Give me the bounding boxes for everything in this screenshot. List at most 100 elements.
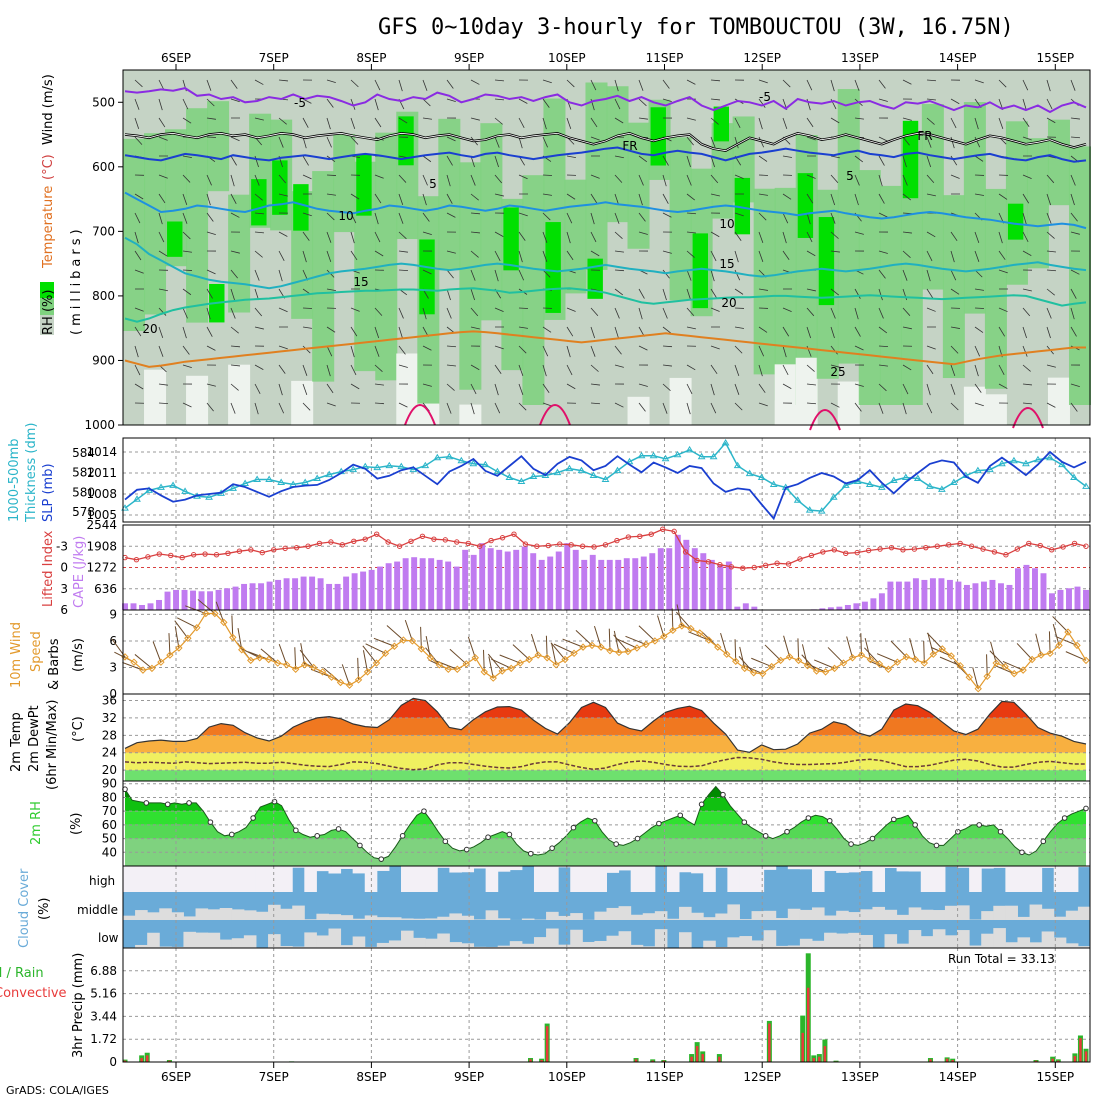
wind-barb	[878, 98, 888, 102]
rh-mid-blob	[921, 104, 944, 290]
cape-bar	[385, 563, 392, 610]
wind-barb	[254, 212, 265, 215]
wind-barb	[446, 269, 454, 279]
lifted-index-point	[637, 533, 643, 540]
cape-bar	[555, 551, 562, 610]
wind-barb	[545, 635, 548, 658]
cloud-cell	[159, 908, 172, 920]
cape-bar	[717, 564, 724, 610]
wind-barb	[470, 174, 476, 186]
wind-barb	[350, 79, 359, 88]
wind-barb	[830, 117, 840, 124]
cloud-cell	[981, 933, 994, 948]
wind-barb	[926, 269, 931, 282]
wind-barb	[350, 212, 357, 224]
cape-bar	[708, 559, 715, 610]
thickness-point	[937, 485, 946, 492]
wind-speed-point	[256, 654, 264, 662]
wind-barb	[638, 402, 646, 412]
wind-barb	[950, 402, 959, 411]
wind-speed-point	[696, 629, 704, 637]
cape-bar	[938, 578, 945, 610]
thickness-point	[481, 460, 490, 468]
wind-barb	[302, 136, 307, 149]
cloud-cell	[207, 866, 221, 892]
cape-bar	[139, 604, 145, 610]
wind-barb	[398, 117, 408, 124]
wind-barb	[974, 402, 984, 407]
wind-barb	[590, 193, 598, 204]
precip-conv-bar	[690, 1056, 693, 1062]
wind-barb	[326, 383, 334, 394]
upper-frame	[122, 69, 1091, 426]
cloud-cell	[425, 938, 438, 948]
wind-barb	[182, 307, 188, 319]
rh-point	[293, 827, 299, 834]
wind-barb	[614, 98, 621, 110]
wind-barb	[206, 269, 216, 275]
precip-conv-bar	[951, 1060, 954, 1062]
slp-ytick-label: 1008	[86, 487, 117, 501]
thickness-point	[169, 481, 177, 488]
cloud-cell	[135, 944, 148, 948]
cloud-cell	[1005, 905, 1018, 920]
wind-barb	[206, 345, 216, 351]
bottom-date-label: 14SEP	[939, 1070, 977, 1084]
cloud-cell	[364, 915, 378, 920]
wind-barb	[470, 212, 481, 215]
lifted-index-point	[900, 547, 906, 553]
wind-barb	[758, 383, 766, 393]
wind-barb	[758, 231, 764, 243]
rh-dry-blob	[669, 377, 692, 425]
wind-barb	[158, 79, 165, 91]
rh-mid-blob	[900, 136, 923, 405]
lifted-index-point	[1083, 543, 1089, 549]
rh-high-blob	[398, 116, 414, 166]
isotherm-label: 5	[429, 177, 437, 191]
wind-barb	[518, 326, 528, 329]
cape-bar	[470, 554, 477, 610]
wind-barb	[518, 383, 524, 395]
wind-barb	[758, 155, 768, 162]
wind-barb	[374, 402, 385, 405]
rh-ytick-label: 90	[102, 777, 117, 791]
li-ytick-label: -3	[56, 539, 68, 553]
thickness-point	[565, 464, 574, 472]
cape-bar	[504, 551, 511, 610]
cape-bar	[683, 539, 690, 610]
cloud-cell	[437, 866, 450, 868]
cloud-cell	[521, 918, 535, 920]
wind-barb	[446, 193, 453, 204]
cloud-cell	[521, 943, 535, 948]
lifted-index-point	[740, 565, 746, 571]
wind-speed-point	[705, 636, 713, 644]
cape-ytick-label: 1272	[86, 561, 117, 575]
wind-barb	[542, 364, 547, 377]
cloud-cell	[473, 946, 487, 948]
isotherm-fr-inner	[124, 132, 1087, 152]
wind-barb	[326, 288, 336, 291]
wind-barb	[326, 98, 334, 108]
wind-speed-point	[444, 665, 453, 673]
lifted-index-point	[1060, 544, 1066, 550]
rh-point	[634, 835, 641, 842]
wind-barb	[662, 383, 671, 391]
lifted-index-point	[660, 526, 666, 532]
cloud-cell	[618, 906, 632, 920]
lifted-index-point	[1026, 540, 1032, 547]
wind-barb	[638, 98, 647, 107]
rh-high-blob	[650, 107, 666, 166]
top-date-label: 13SEP	[841, 51, 879, 65]
wind-barb	[878, 345, 889, 348]
wind-barb	[278, 231, 288, 237]
thickness-point	[373, 463, 382, 471]
cloud-cell	[1077, 866, 1091, 868]
wind-speed-point	[399, 636, 408, 644]
cloud-cell	[606, 935, 620, 948]
rh-high-blob	[272, 160, 288, 215]
precip-conv-bar	[807, 987, 810, 1062]
wind-barb	[710, 136, 716, 148]
rh-ylabels: 2m RH (%)	[29, 801, 84, 845]
wind-barb	[989, 650, 1006, 667]
cloud-cell	[691, 912, 704, 920]
